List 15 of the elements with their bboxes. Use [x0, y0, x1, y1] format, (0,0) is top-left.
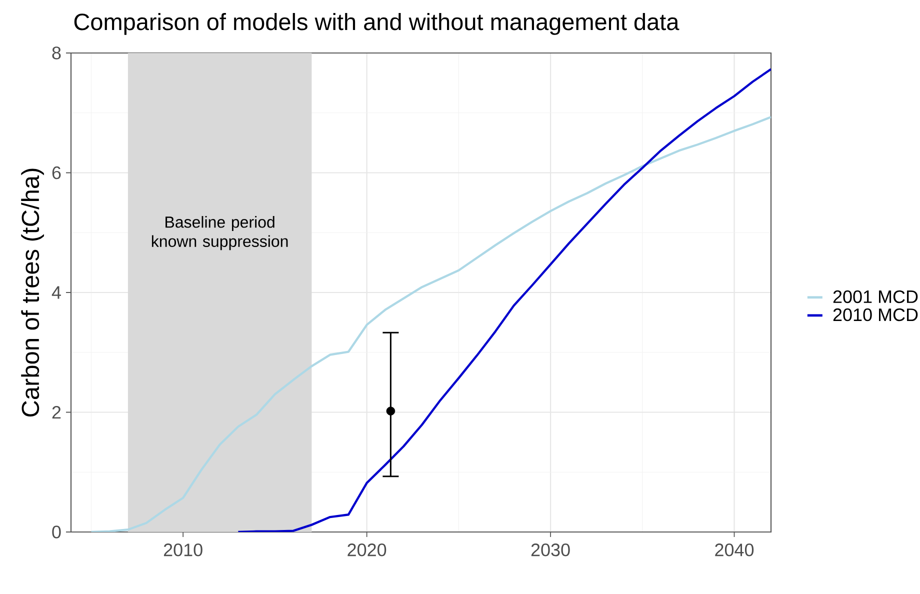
x-tick-label: 2030 — [531, 544, 570, 556]
y-tick-label: 2 — [52, 406, 61, 419]
y-tick-label: 4 — [52, 286, 61, 299]
legend-label: 2010 MCD — [833, 308, 918, 322]
x-tick-label: 2020 — [348, 544, 386, 556]
y-tick-label: 8 — [52, 46, 61, 60]
legend-label: 2001 MCD — [833, 290, 918, 304]
x-tick-label: 2040 — [715, 544, 754, 556]
y-axis-title: Carbon of trees (tC/ha) — [21, 168, 44, 417]
x-tick-label: 2010 — [164, 544, 202, 556]
y-tick-label: 0 — [52, 526, 61, 538]
y-tick-label: 6 — [52, 166, 61, 180]
band-label: Baseline period known suppression — [152, 216, 288, 250]
chart-title: Comparison of models with and without management data — [74, 12, 680, 35]
line-series — [90, 116, 772, 532]
